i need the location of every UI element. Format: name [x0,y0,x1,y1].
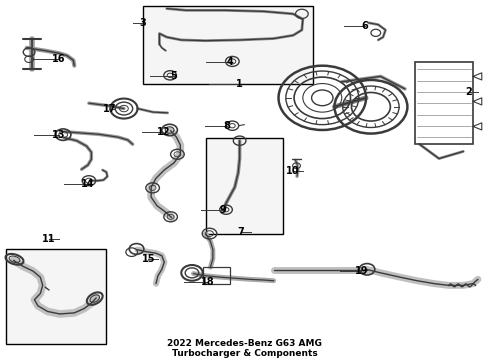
Text: 7: 7 [237,227,244,237]
Text: 17: 17 [102,104,116,113]
Text: 2022 Mercedes-Benz G63 AMG
Turbocharger & Components: 2022 Mercedes-Benz G63 AMG Turbocharger … [167,339,321,358]
Text: 4: 4 [226,57,233,67]
Bar [203,267,229,284]
Text: 18: 18 [201,277,214,287]
Text: 15: 15 [141,253,155,264]
Text: 8: 8 [223,121,229,131]
Text: 12: 12 [156,127,170,137]
Text: 2: 2 [464,87,470,98]
Text: 13: 13 [52,130,65,140]
Text: 19: 19 [354,266,367,276]
Text: 16: 16 [52,54,65,64]
Text: 11: 11 [42,234,56,244]
Text: 10: 10 [286,166,299,176]
Bar [6,249,106,343]
Text: 14: 14 [81,179,95,189]
Text: 9: 9 [219,205,225,215]
Text: 5: 5 [170,71,177,81]
Bar [205,138,283,234]
Text: 3: 3 [139,18,145,28]
Text: 1: 1 [236,78,243,89]
Bar [143,6,312,84]
Text: 6: 6 [361,21,367,31]
Bar [414,62,472,144]
